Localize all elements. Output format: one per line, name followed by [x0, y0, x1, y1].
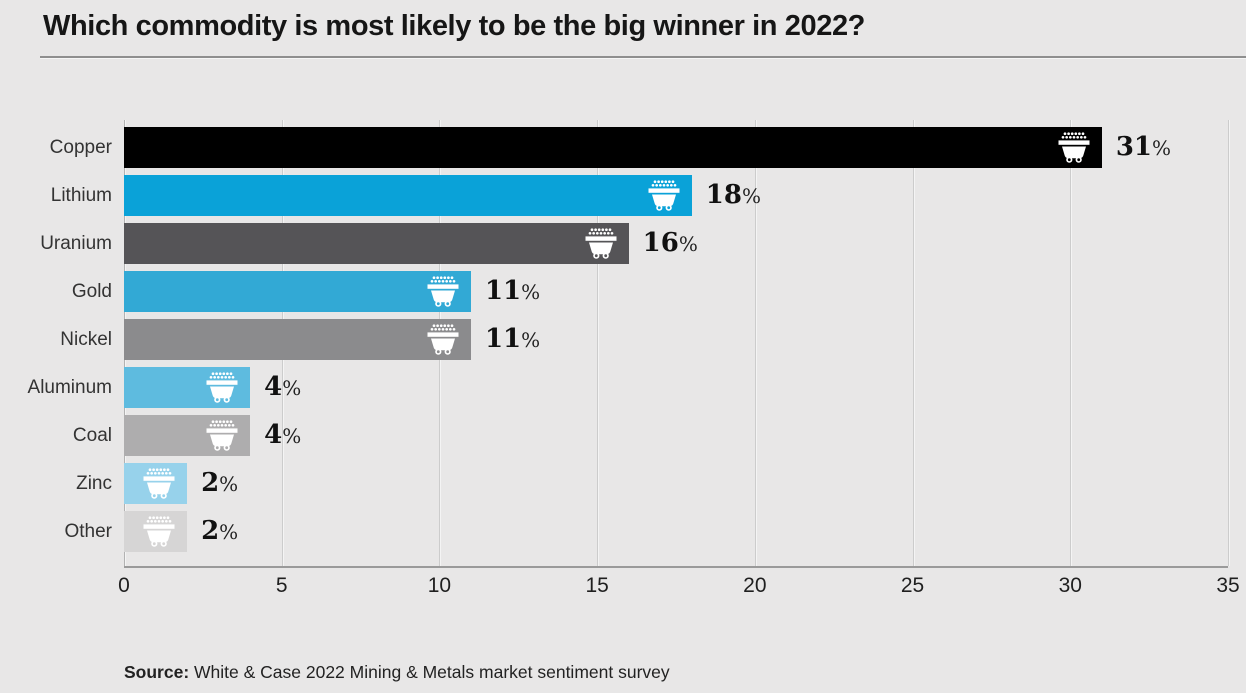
bar-category-label: Gold — [71, 281, 112, 302]
x-tick-label: 35 — [1216, 574, 1240, 597]
x-tick-label: 10 — [427, 574, 452, 597]
bar — [124, 511, 188, 552]
bar — [124, 415, 251, 456]
bar-value-number: 18 — [705, 180, 742, 210]
bar-value-unit: % — [521, 280, 541, 304]
bar-value-unit: % — [219, 520, 239, 544]
bar-value-label: 4% — [264, 367, 301, 408]
source-note: Source: White & Case 2022 Mining & Metal… — [124, 662, 670, 683]
bar-category-label: Lithium — [50, 185, 112, 206]
minecart-icon — [1058, 132, 1090, 163]
source-text: White & Case 2022 Mining & Metals market… — [189, 662, 670, 682]
x-tick-label: 5 — [275, 574, 288, 597]
bar-value-number: 16 — [642, 228, 679, 258]
bar-value-label: 11% — [485, 271, 540, 312]
minecart-icon — [427, 324, 459, 355]
gridline — [1070, 120, 1072, 566]
minecart-icon — [143, 468, 175, 499]
bar-category-label: Other — [64, 521, 112, 542]
bar-value-label: 11% — [485, 319, 540, 360]
bar — [124, 463, 188, 504]
bar-value-unit: % — [678, 232, 698, 256]
bar — [124, 175, 692, 216]
bar-value-label: 2% — [201, 463, 238, 504]
gridline — [912, 120, 914, 566]
minecart-icon — [585, 228, 617, 259]
bar-chart: 0 5 10 15 20 25 30 35 31% 18% 16% — [0, 120, 1246, 620]
gridline — [1228, 120, 1229, 566]
title-divider — [40, 56, 1246, 58]
gridline — [754, 120, 756, 566]
bar-value-label: 18% — [706, 175, 761, 216]
bar-value-number: 11 — [484, 324, 522, 354]
bar-value-number: 2 — [201, 516, 220, 546]
source-label: Source: — [124, 662, 190, 682]
bar-value-number: 11 — [484, 276, 522, 306]
bar-value-unit: % — [741, 184, 761, 208]
bar-value-number: 31 — [1115, 132, 1153, 162]
bar-category-label: Nickel — [60, 329, 112, 350]
minecart-icon — [427, 276, 459, 307]
bar-category-label: Coal — [72, 425, 112, 446]
bar-value-number: 2 — [201, 468, 220, 498]
minecart-icon — [143, 516, 175, 547]
x-tick-label: 15 — [585, 574, 609, 597]
x-tick-label: 0 — [118, 574, 130, 597]
bar-value-number: 4 — [264, 372, 283, 402]
chart-title: Which commodity is most likely to be the… — [43, 10, 865, 42]
x-tick-label: 25 — [900, 574, 925, 597]
minecart-icon — [206, 372, 238, 403]
bar — [124, 319, 471, 360]
bar-value-label: 4% — [264, 415, 301, 456]
x-tick-label: 30 — [1058, 574, 1082, 597]
bar — [124, 223, 629, 264]
bar-category-label: Zinc — [76, 473, 112, 494]
bar-value-label: 31% — [1116, 127, 1171, 168]
bar-value-number: 4 — [264, 420, 283, 450]
minecart-icon — [206, 420, 238, 451]
bar-value-unit: % — [219, 472, 239, 496]
bar — [124, 367, 251, 408]
bar-value-label: 16% — [643, 223, 698, 264]
bar-category-label: Uranium — [40, 233, 112, 254]
bar-value-unit: % — [282, 376, 302, 400]
x-tick-label: 20 — [743, 574, 767, 597]
bar-value-unit: % — [1152, 136, 1172, 160]
bar-category-label: Copper — [49, 137, 112, 158]
bar-value-label: 2% — [201, 511, 238, 552]
bar-category-label: Aluminum — [27, 377, 112, 398]
gridline — [597, 120, 599, 566]
minecart-icon — [648, 180, 680, 211]
bar — [124, 271, 471, 312]
bar-value-unit: % — [521, 328, 541, 352]
plot-area: 0 5 10 15 20 25 30 35 31% 18% 16% — [118, 120, 1240, 597]
bar — [124, 127, 1102, 168]
bar-value-unit: % — [282, 424, 302, 448]
